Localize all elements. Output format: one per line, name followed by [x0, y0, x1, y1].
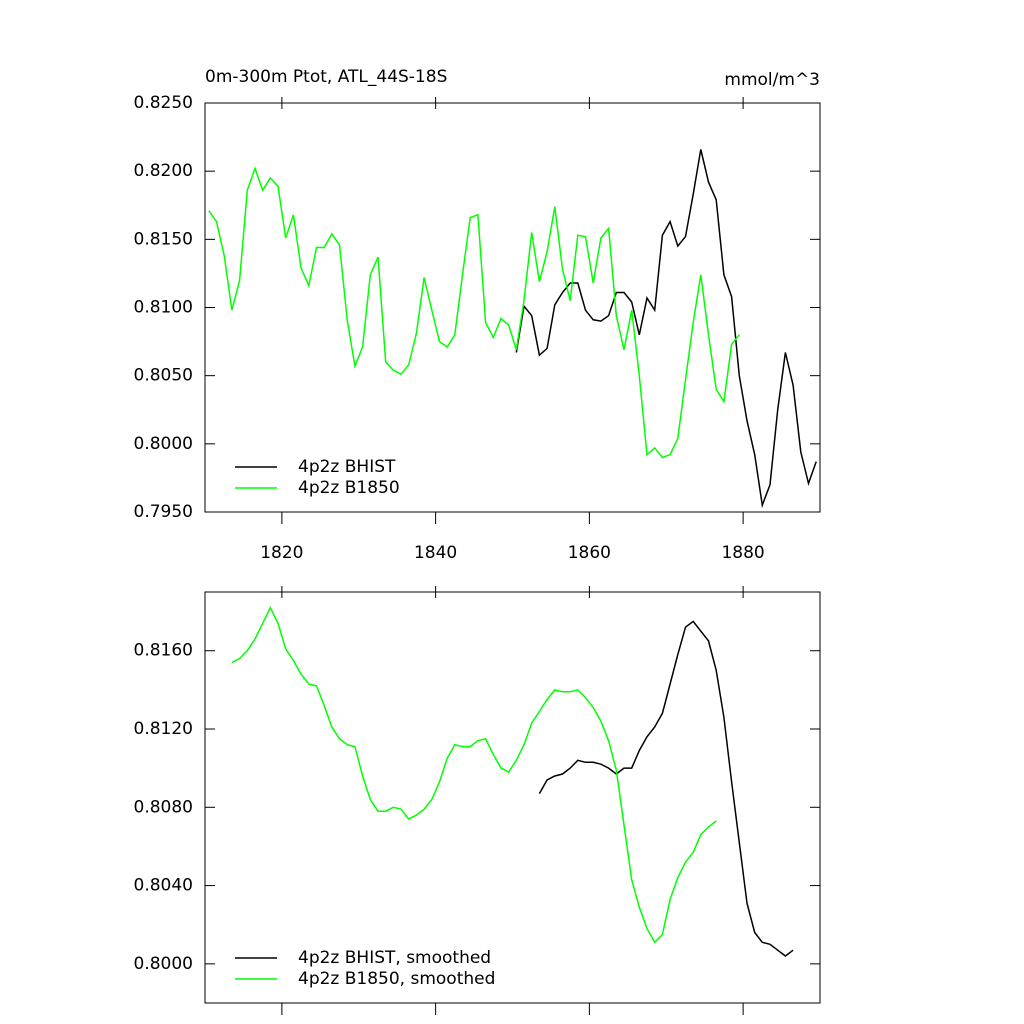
- data-line: [538, 620, 794, 957]
- y-tick-label: 0.8160: [134, 641, 193, 661]
- legend-label: 4p2z BHIST, smoothed: [298, 948, 491, 968]
- units-label: mmol/m^3: [724, 70, 820, 90]
- plot-frame: [204, 591, 821, 1004]
- legend-label: 4p2z BHIST: [298, 457, 396, 477]
- y-tick-label: 0.8250: [134, 93, 193, 113]
- legend-label: 4p2z B1850, smoothed: [298, 969, 495, 989]
- x-tick-label: 1860: [568, 543, 611, 563]
- y-tick-label: 0.8000: [134, 434, 193, 454]
- chart-title: 0m-300m Ptot, ATL_44S-18S: [205, 67, 447, 87]
- y-tick-label: 0.8080: [134, 797, 193, 817]
- y-tick-label: 0.8050: [134, 366, 193, 386]
- y-tick-label: 0.8200: [134, 161, 193, 181]
- legend-label: 4p2z B1850: [298, 478, 400, 498]
- x-tick-label: 1820: [260, 543, 303, 563]
- plot-frame: [204, 102, 821, 513]
- data-line: [208, 166, 740, 459]
- x-tick-label: 1880: [721, 543, 764, 563]
- y-tick-label: 0.7950: [134, 502, 193, 522]
- data-line: [515, 149, 817, 509]
- y-tick-label: 0.8000: [134, 954, 193, 974]
- y-tick-label: 0.8150: [134, 229, 193, 249]
- y-tick-label: 0.8040: [134, 876, 193, 896]
- y-tick-label: 0.8120: [134, 719, 193, 739]
- x-tick-label: 1840: [414, 543, 457, 563]
- data-line: [231, 605, 717, 944]
- y-tick-label: 0.8100: [134, 298, 193, 318]
